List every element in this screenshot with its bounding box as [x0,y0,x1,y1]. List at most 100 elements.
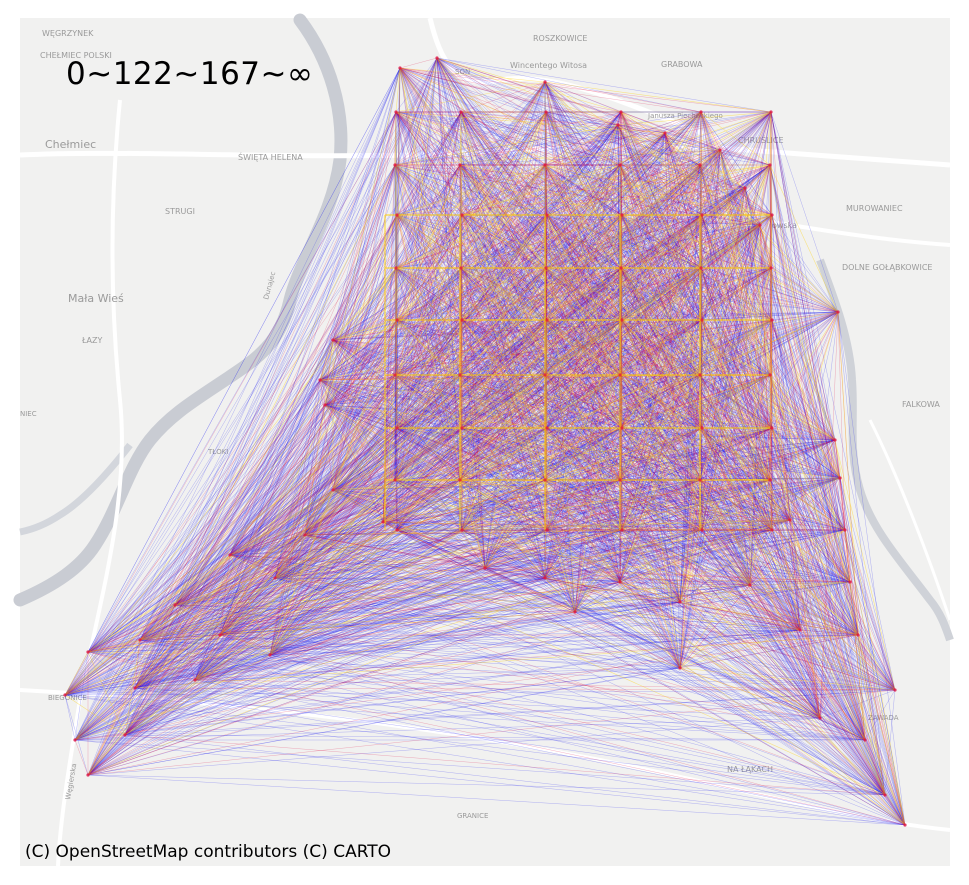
place-label: Janusza Piechockiego [647,112,723,120]
road-southern [19,688,951,832]
place-label: ROSZKOWICE [533,34,587,43]
flow-node [395,318,399,322]
flow-node [700,528,704,532]
flow-node [73,738,77,742]
river-kamienica [816,258,954,642]
flow-node [768,163,772,167]
flow-node [460,426,464,430]
flow-lines [64,57,906,826]
flow-node [545,213,549,217]
flow-lines-low [64,57,906,826]
flow-node [318,378,322,382]
place-label: ZAWADA [868,714,899,722]
flow-node [138,638,142,642]
flow-node [323,403,327,407]
flow-node [770,318,774,322]
road-southeast [868,419,952,621]
flow-node [193,678,197,682]
river-dunajec [13,13,348,607]
place-label: Wincentego Witosa [510,61,587,70]
flow-node [395,528,399,532]
flow-lines-high-grid [384,214,770,530]
flow-node [619,266,623,270]
place-label: Mała Wieś [68,292,124,305]
flow-node [836,310,840,314]
flow-node [863,738,867,742]
flow-node [770,213,774,217]
flow-node [698,373,702,377]
flow-node [545,318,549,322]
flow-node [483,566,487,570]
place-label: Chełmiec [45,138,96,151]
flow-node [460,318,464,322]
flow-node [331,488,335,492]
flow-node [133,686,137,690]
place-label: CHRUŚLICE [738,134,784,145]
flow-node [620,528,624,532]
place-label: GRANICE [457,812,488,820]
flow-node [543,478,547,482]
flow-node [545,426,549,430]
flow-node [393,163,397,167]
flow-node [833,438,837,442]
flow-node [769,266,773,270]
road-witosa [427,17,721,143]
flow-node [700,426,704,430]
flow-node [618,478,622,482]
flow-node [543,576,547,580]
flow-node [616,123,620,127]
flow-node [698,163,702,167]
flow-node [903,823,907,827]
flow-node [770,528,774,532]
flow-node [543,80,547,84]
flow-node [843,528,847,532]
flow-node [393,478,397,482]
flow-node [769,110,773,114]
flow-node [459,266,463,270]
flow-node [678,600,682,604]
flow-node [838,476,842,480]
map-attribution: (C) OpenStreetMap contributors (C) CARTO [25,842,392,862]
flow-node [893,688,897,692]
flow-node [544,266,548,270]
flow-node [619,110,623,114]
flow-node [798,628,802,632]
flow-node [743,186,747,190]
place-label: FALKOWA [902,400,940,409]
place-label: ŁAZY [81,336,102,345]
flow-node [620,213,624,217]
flow-node [700,213,704,217]
flow-node [818,716,822,720]
flow-node [718,148,722,152]
place-label: SON [455,68,470,76]
flow-node [768,373,772,377]
flow-node [398,66,402,70]
flow-node [228,553,232,557]
flow-node [618,580,622,584]
flow-node [303,533,307,537]
place-label: CHEŁMIEC POLSKI [40,51,112,60]
flow-node [620,426,624,430]
flow-node [768,478,772,482]
place-label: ŚWIĘTA HELENA [238,151,303,162]
place-label: TŁOKI [207,448,228,456]
flow-node [543,163,547,167]
basemap-background [20,18,950,866]
river-branch [19,442,133,536]
flow-node [748,583,752,587]
flow-node [460,528,464,532]
flow-node [883,793,887,797]
flow-node [788,518,792,522]
flow-node [393,373,397,377]
flow-node [86,650,90,654]
flow-node [268,653,272,657]
flow-node [459,110,463,114]
flow-node [63,693,67,697]
flow-node [698,478,702,482]
place-label: owska [772,221,797,230]
flow-node [86,773,90,777]
flow-node [458,478,462,482]
flow-node [458,373,462,377]
